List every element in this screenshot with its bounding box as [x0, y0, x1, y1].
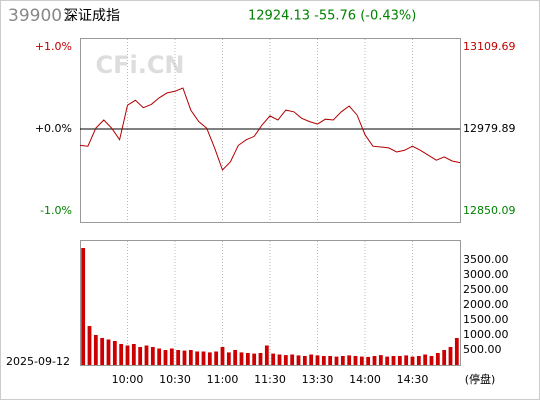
volume-bar — [144, 345, 149, 365]
volume-bar — [429, 356, 434, 365]
y-tick-label: -1.0% — [40, 204, 72, 217]
y-tick-label: 2000.00 — [463, 298, 509, 311]
volume-bar — [423, 354, 428, 365]
volume-bar — [112, 341, 117, 365]
y-tick-label: 3000.00 — [463, 268, 509, 281]
volume-bar — [93, 335, 98, 365]
volume-bar — [366, 356, 371, 365]
volume-bar — [176, 350, 181, 365]
volume-bar — [233, 350, 238, 365]
halt-note: (停盘) — [465, 372, 496, 386]
volume-bar — [258, 353, 263, 365]
index-name: 深证成指 — [64, 8, 120, 24]
volume-bar — [340, 356, 345, 365]
volume-bar — [435, 353, 440, 365]
volume-bar — [359, 356, 364, 365]
volume-bar — [410, 356, 415, 365]
volume-bar — [125, 345, 130, 365]
volume-bar — [315, 355, 320, 365]
volume-bar — [81, 248, 86, 365]
volume-bar — [347, 355, 352, 365]
volume-bar — [353, 356, 358, 365]
x-tick-label: 14:00 — [349, 373, 381, 386]
volume-bar — [442, 350, 447, 365]
volume-bar — [214, 351, 219, 365]
volume-bar — [296, 355, 301, 365]
volume-bar — [404, 355, 409, 365]
volume-bar — [182, 350, 187, 365]
volume-bar — [372, 356, 377, 365]
volume-bar — [239, 352, 244, 365]
volume-bar — [277, 354, 282, 365]
y2-tick-label: 12850.09 — [463, 204, 516, 217]
volume-bar — [283, 355, 288, 365]
y-tick-label: 1500.00 — [463, 313, 509, 326]
volume-bar — [302, 356, 307, 365]
date: 2025-09-12 — [6, 355, 70, 368]
volume-bar — [220, 347, 225, 365]
volume-bar — [207, 352, 212, 365]
x-tick-label: 11:00 — [207, 373, 239, 386]
volume-bar — [416, 356, 421, 365]
volume-bar — [290, 354, 295, 365]
volume-bar — [150, 347, 155, 365]
volume-bar — [157, 348, 162, 365]
volume-bar — [328, 356, 333, 365]
y-tick-label: +0.0% — [35, 122, 72, 135]
volume-bar — [448, 347, 453, 365]
x-tick-label: 10:30 — [159, 373, 191, 386]
price-frame — [80, 38, 461, 223]
volume-bar — [163, 350, 168, 365]
volume-bar — [226, 352, 231, 365]
volume-bar — [188, 350, 193, 365]
x-tick-label: 11:30 — [254, 373, 286, 386]
volume-bar — [100, 338, 105, 365]
volume-bar — [454, 338, 459, 365]
volume-bar — [391, 356, 396, 365]
volume-frame — [80, 240, 461, 366]
volume-bar — [138, 347, 143, 365]
x-tick-label: 14:30 — [397, 373, 429, 386]
y2-tick-label: 12979.89 — [463, 122, 516, 135]
index-code: 399001 — [8, 6, 73, 26]
volume-bar — [378, 355, 383, 365]
volume-bar — [119, 344, 124, 365]
volume-bar — [131, 344, 136, 365]
volume-bar — [397, 356, 402, 365]
price-line — [79, 87, 461, 171]
volume-bar — [169, 348, 174, 365]
volume-bar — [106, 339, 111, 365]
volume-bar — [245, 353, 250, 365]
volume-bar — [87, 326, 92, 365]
y-tick-label: +1.0% — [35, 40, 72, 53]
watermark: CFi.CN — [95, 51, 184, 79]
quote: 12924.13 -55.76 (-0.43%) — [248, 9, 416, 24]
volume-bar — [264, 345, 269, 365]
y-tick-label: 3500.00 — [463, 253, 509, 266]
volume-bar — [321, 356, 326, 365]
y2-tick-label: 13109.69 — [463, 40, 516, 53]
y-tick-label: 1000.00 — [463, 328, 509, 341]
volume-bar — [334, 356, 339, 365]
volume-bar — [309, 354, 314, 365]
x-tick-label: 13:30 — [302, 373, 334, 386]
volume-bar — [252, 353, 257, 365]
y-tick-label: 2500.00 — [463, 283, 509, 296]
volume-bar — [201, 351, 206, 365]
y-tick-label: 500.00 — [463, 343, 502, 356]
x-tick-label: 10:00 — [112, 373, 144, 386]
volume-bar — [271, 353, 276, 365]
volume-bar — [385, 356, 390, 365]
volume-bar — [195, 351, 200, 365]
